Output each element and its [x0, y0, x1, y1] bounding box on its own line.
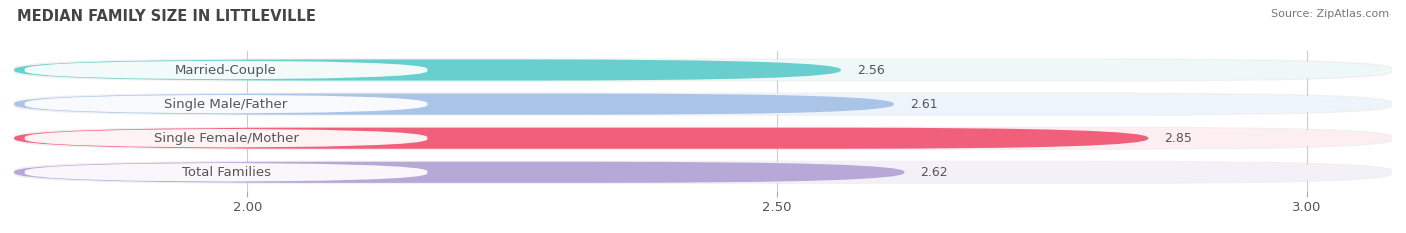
Text: 2.62: 2.62 — [921, 166, 948, 179]
FancyBboxPatch shape — [14, 127, 1392, 150]
FancyBboxPatch shape — [25, 95, 427, 114]
Text: MEDIAN FAMILY SIZE IN LITTLEVILLE: MEDIAN FAMILY SIZE IN LITTLEVILLE — [17, 9, 316, 24]
Text: 2.61: 2.61 — [910, 98, 938, 111]
FancyBboxPatch shape — [14, 93, 1392, 116]
FancyBboxPatch shape — [25, 163, 427, 182]
FancyBboxPatch shape — [14, 162, 904, 183]
FancyBboxPatch shape — [14, 59, 841, 81]
Text: Total Families: Total Families — [181, 166, 270, 179]
Text: Married-Couple: Married-Couple — [176, 64, 277, 76]
FancyBboxPatch shape — [14, 93, 1392, 115]
FancyBboxPatch shape — [14, 93, 894, 115]
FancyBboxPatch shape — [25, 61, 427, 79]
FancyBboxPatch shape — [14, 128, 1149, 149]
Text: Source: ZipAtlas.com: Source: ZipAtlas.com — [1271, 9, 1389, 19]
FancyBboxPatch shape — [14, 161, 1392, 184]
FancyBboxPatch shape — [14, 59, 1392, 81]
Text: 2.56: 2.56 — [856, 64, 884, 76]
Text: Single Male/Father: Single Male/Father — [165, 98, 288, 111]
FancyBboxPatch shape — [14, 162, 1392, 183]
FancyBboxPatch shape — [14, 128, 1392, 149]
Text: 2.85: 2.85 — [1164, 132, 1192, 145]
FancyBboxPatch shape — [25, 129, 427, 148]
Text: Single Female/Mother: Single Female/Mother — [153, 132, 298, 145]
FancyBboxPatch shape — [14, 58, 1392, 82]
